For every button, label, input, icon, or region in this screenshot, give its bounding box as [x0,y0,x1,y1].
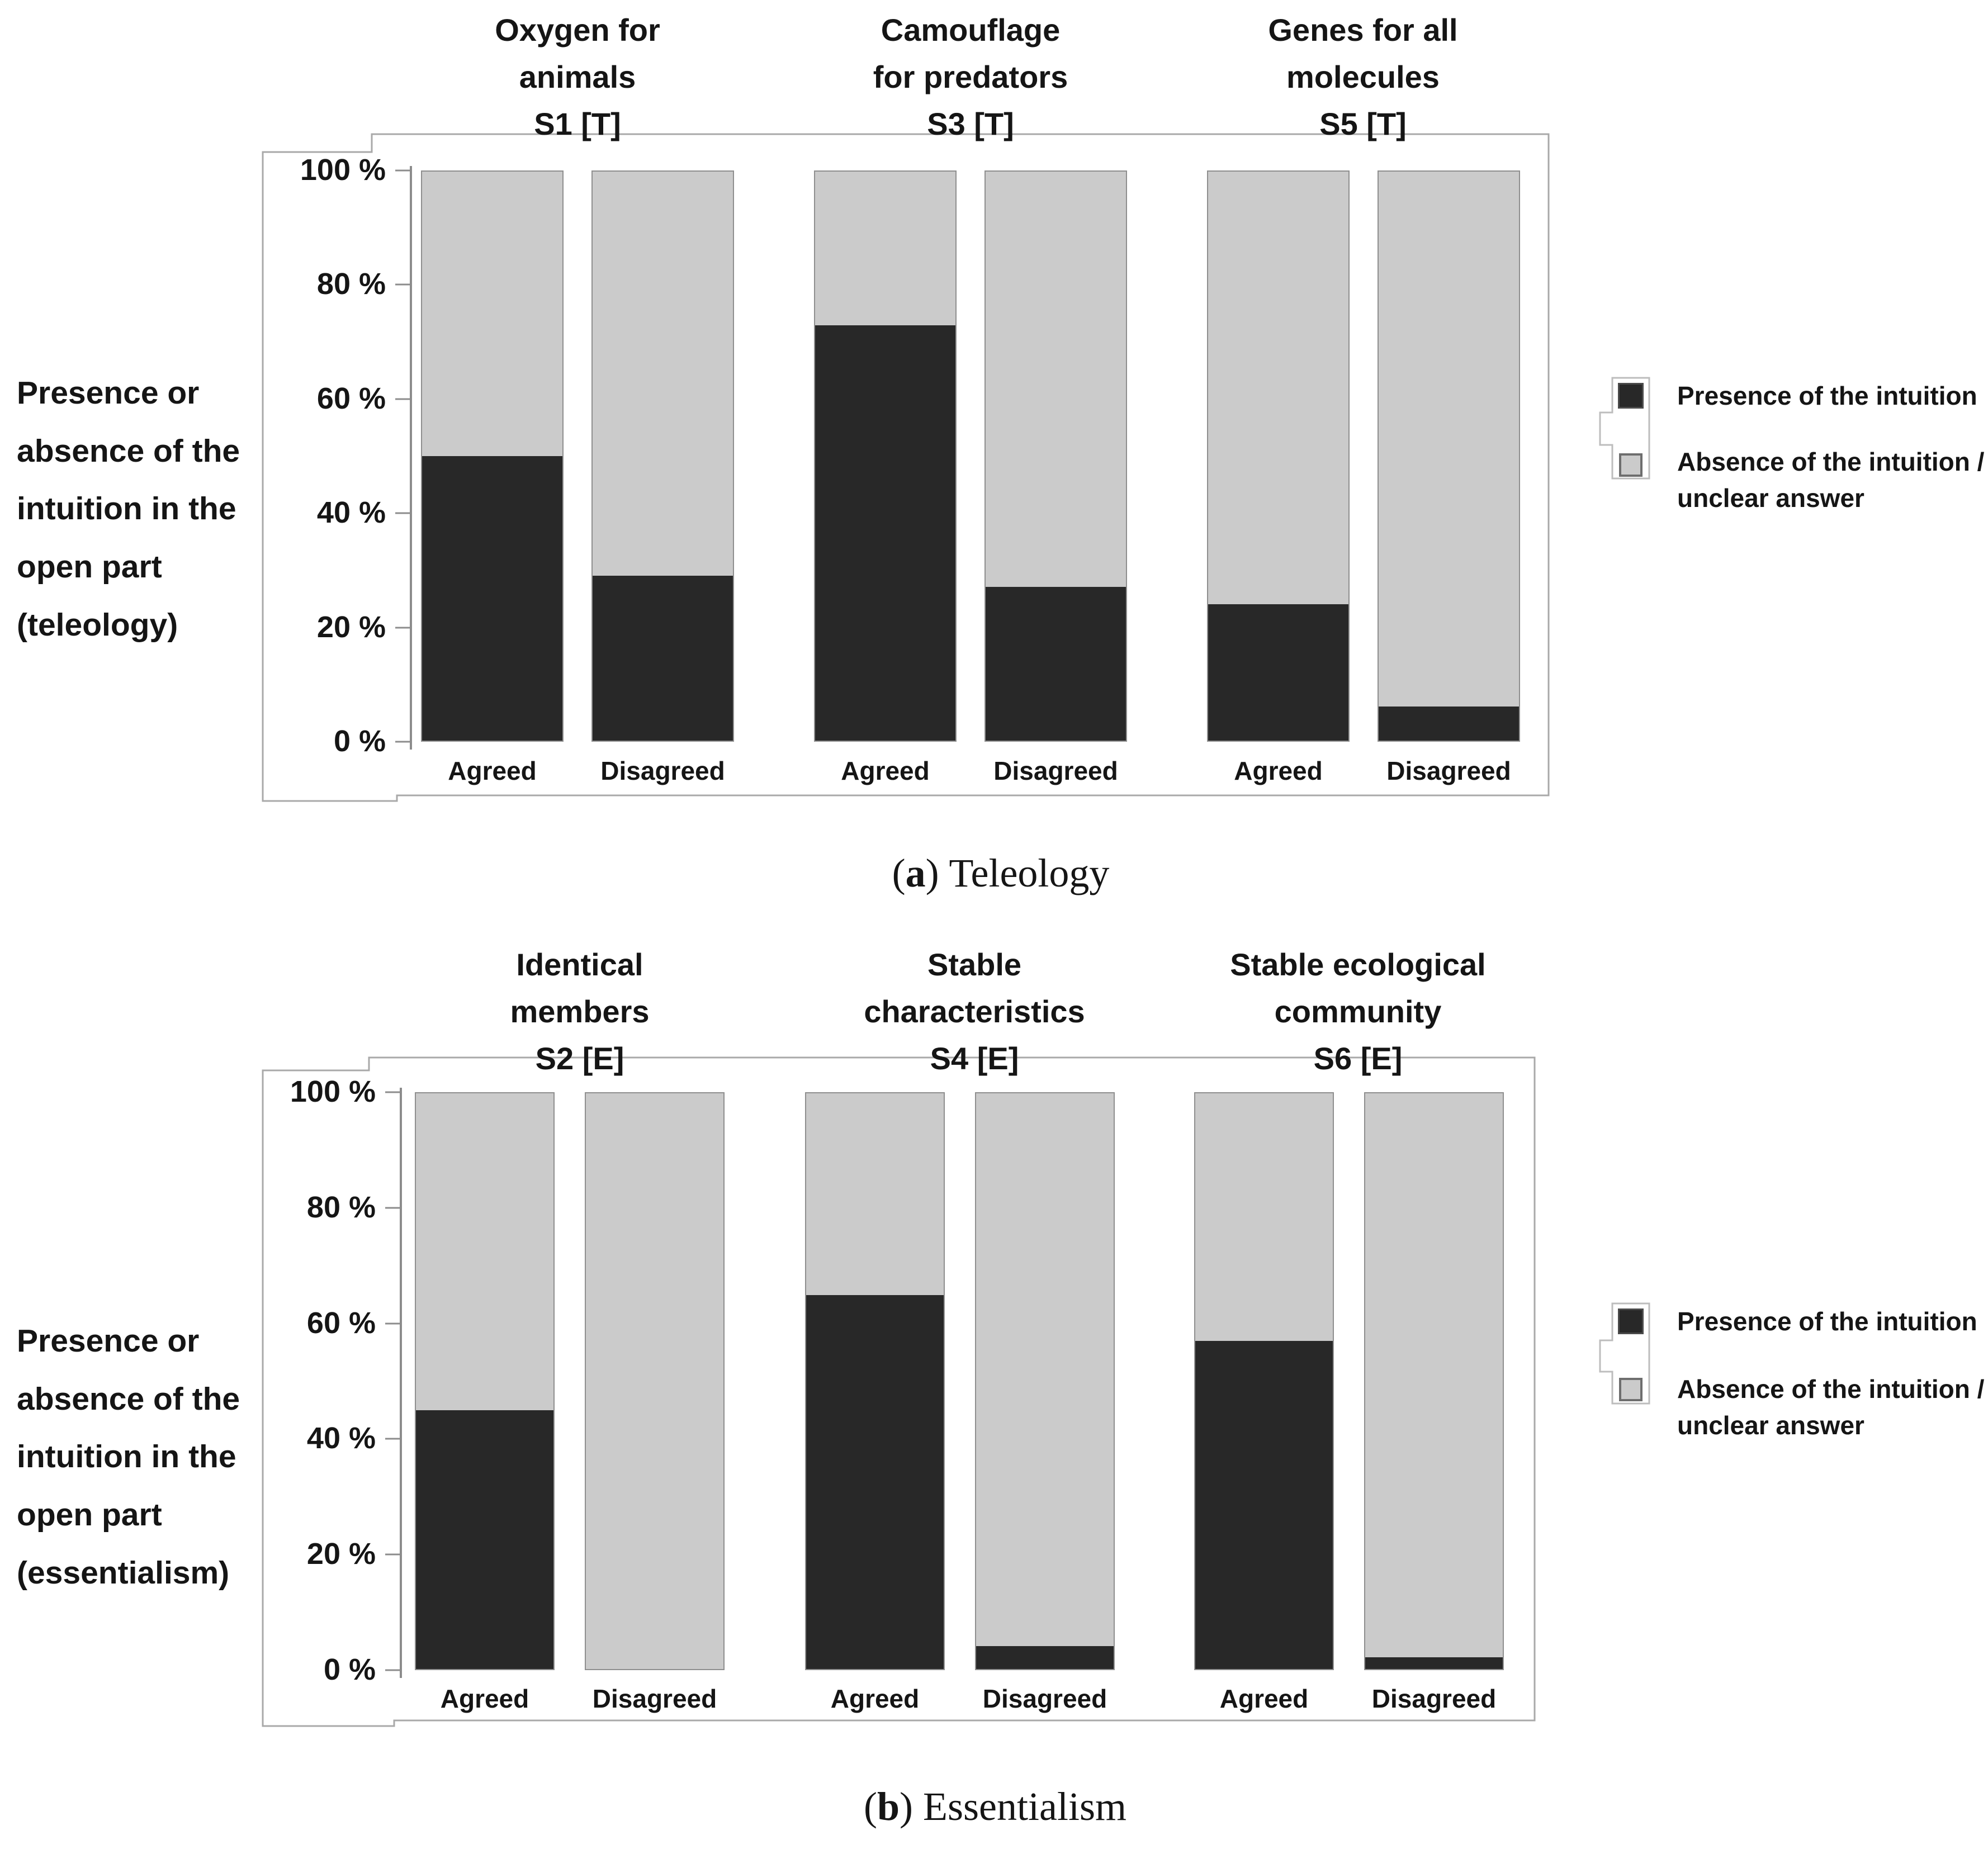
legend-swatch-absence [1619,1378,1643,1401]
x-category-label: Disagreed [1371,1684,1497,1713]
y-tick-label: 0 % [333,724,386,758]
bar-presence-segment [1195,1340,1333,1669]
x-category-label: Agreed [830,1684,920,1713]
y-tick-label: 20 % [316,610,386,644]
legend-label-presence: Presence of the intuition [1677,1307,1977,1336]
x-category-label: Agreed [448,756,537,785]
panel-caption: (b) Essentialism [688,1781,1303,1833]
y-tick-label: 80 % [316,267,386,301]
bar-presence-segment [976,1646,1114,1669]
group-title: Stable characteristics S4 [E] [864,947,1085,1076]
stacked-bar [591,170,734,742]
panel-caption: (a) Teleology [721,847,1280,900]
caption-paren-close: ) [900,1784,913,1829]
group-title: Stable ecological community S6 [E] [1230,947,1486,1076]
stacked-bar [984,170,1127,742]
caption-letter: a [905,851,926,895]
legend-label-absence: Absence of the intuition / unclear answe… [1677,447,1985,513]
x-category-label: Agreed [1219,1684,1309,1713]
legend-bracket [1599,377,1650,480]
y-axis-title: Presence or absence of the intuition in … [17,1323,240,1591]
x-category-label: Disagreed [592,1684,717,1713]
legend-swatch-absence [1619,453,1643,477]
panel-outline [262,133,1550,802]
stacked-bar [805,1092,945,1670]
stacked-bar [814,170,957,742]
y-tick-label: 100 % [300,153,386,187]
y-tick-label: 60 % [306,1306,376,1340]
bar-presence-segment [593,575,733,741]
x-category-label: Agreed [440,1684,529,1713]
bar-presence-segment [1208,604,1348,741]
y-tick-label: 80 % [306,1191,376,1224]
stacked-bar [1194,1092,1334,1670]
x-category-label: Agreed [841,756,930,785]
x-category-label: Disagreed [982,1684,1107,1713]
y-tick-label: 100 % [290,1075,376,1108]
legend-label-absence: Absence of the intuition / unclear answe… [1677,1374,1985,1440]
stacked-bar [415,1092,555,1670]
group-title: Oxygen for animals S1 [T] [495,12,660,141]
caption-letter: b [877,1784,900,1829]
stacked-bar [421,170,564,742]
y-tick-label: 40 % [316,496,386,529]
x-category-label: Disagreed [1386,756,1511,785]
caption-label: Essentialism [923,1784,1126,1829]
bar-presence-segment [986,587,1126,741]
x-category-label: Agreed [1234,756,1323,785]
group-title: Identical members S2 [E] [510,947,650,1076]
legend-bracket [1599,1302,1650,1405]
group-title: Genes for all molecules S5 [T] [1268,12,1458,141]
y-axis-title: Presence or absence of the intuition in … [17,375,240,643]
stacked-bar [1378,170,1520,742]
stacked-bar [975,1092,1115,1670]
y-tick-label: 60 % [316,382,386,415]
legend-swatch-presence [1618,383,1644,409]
legend-label-presence: Presence of the intuition [1677,381,1977,410]
y-tick-label: 40 % [306,1421,376,1455]
bar-presence-segment [1365,1657,1503,1669]
x-category-label: Disagreed [993,756,1118,785]
group-title: Camouflage for predators S3 [T] [873,12,1068,141]
legend-swatch-presence [1618,1308,1644,1334]
y-tick-label: 0 % [323,1653,376,1686]
y-tick-label: 20 % [306,1537,376,1571]
caption-paren-open: ( [864,1784,877,1829]
bar-presence-segment [1379,706,1519,741]
caption-paren-close: ) [925,851,939,895]
x-category-label: Disagreed [600,756,725,785]
stacked-bar [1207,170,1350,742]
caption-paren-open: ( [892,851,906,895]
stacked-bar [585,1092,725,1670]
caption-label: Teleology [949,851,1110,895]
bar-presence-segment [422,456,562,741]
bar-presence-segment [806,1295,944,1669]
panel-outline [262,1056,1536,1727]
bar-presence-segment [416,1410,553,1669]
bar-presence-segment [815,325,955,741]
stacked-bar [1364,1092,1504,1670]
